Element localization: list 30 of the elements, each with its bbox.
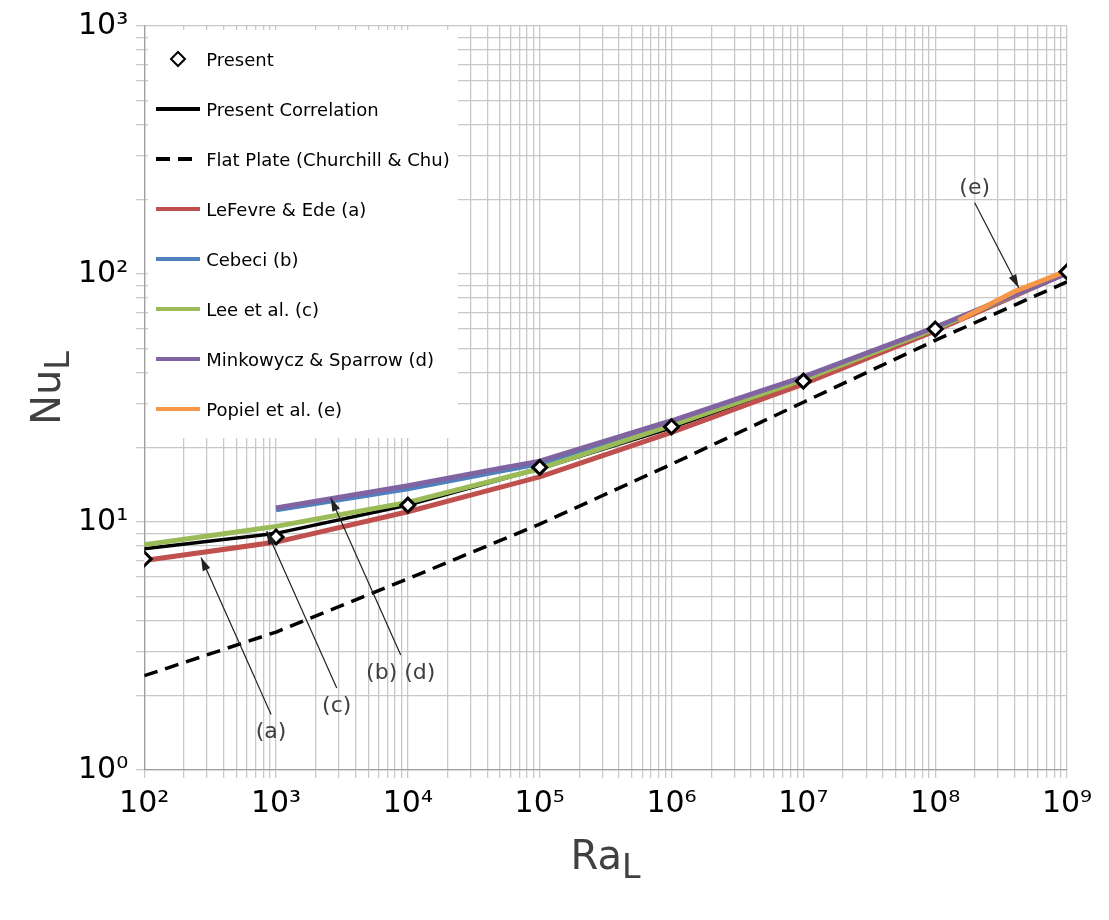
x-tick-label: 10² bbox=[119, 783, 170, 819]
legend-label: Cebeci (b) bbox=[206, 248, 299, 270]
point bbox=[926, 320, 944, 338]
legend-label: LeFevre & Ede (a) bbox=[206, 198, 367, 220]
x-axis-title: Ra$_{L}$ bbox=[570, 832, 641, 886]
x-tick-label: 10⁴ bbox=[382, 783, 433, 819]
point bbox=[399, 496, 417, 514]
x-tick-label: 10⁹ bbox=[1041, 783, 1093, 819]
x-tick-label: 10⁶ bbox=[646, 783, 697, 819]
annotation: (c) bbox=[322, 691, 352, 717]
point bbox=[663, 418, 681, 436]
point bbox=[531, 458, 549, 476]
legend-label: Minkowycz & Sparrow (d) bbox=[206, 348, 435, 370]
x-tick-label: 10⁷ bbox=[778, 783, 829, 819]
annotation: (e) bbox=[959, 174, 991, 200]
point bbox=[794, 372, 812, 390]
legend-label: Present bbox=[206, 48, 274, 70]
annotation: (b) (d) bbox=[366, 658, 436, 684]
x-tick-label: 10⁵ bbox=[514, 783, 565, 819]
y-tick-label: 10² bbox=[78, 253, 129, 289]
y-tick-label: 10⁰ bbox=[78, 749, 129, 785]
x-tick-label: 10³ bbox=[250, 783, 302, 819]
legend-label: Present Correlation bbox=[206, 98, 379, 120]
y-tick-label: 10³ bbox=[78, 5, 129, 41]
legend-label: Lee et al. (c) bbox=[206, 298, 320, 320]
x-tick-label: 10⁸ bbox=[910, 783, 961, 819]
y-tick-label: 10¹ bbox=[78, 501, 129, 537]
annotation: (a) bbox=[255, 718, 287, 744]
legend-label: Flat Plate (Churchill & Chu) bbox=[206, 148, 450, 170]
legend-label: Popiel et al. (e) bbox=[206, 398, 343, 420]
